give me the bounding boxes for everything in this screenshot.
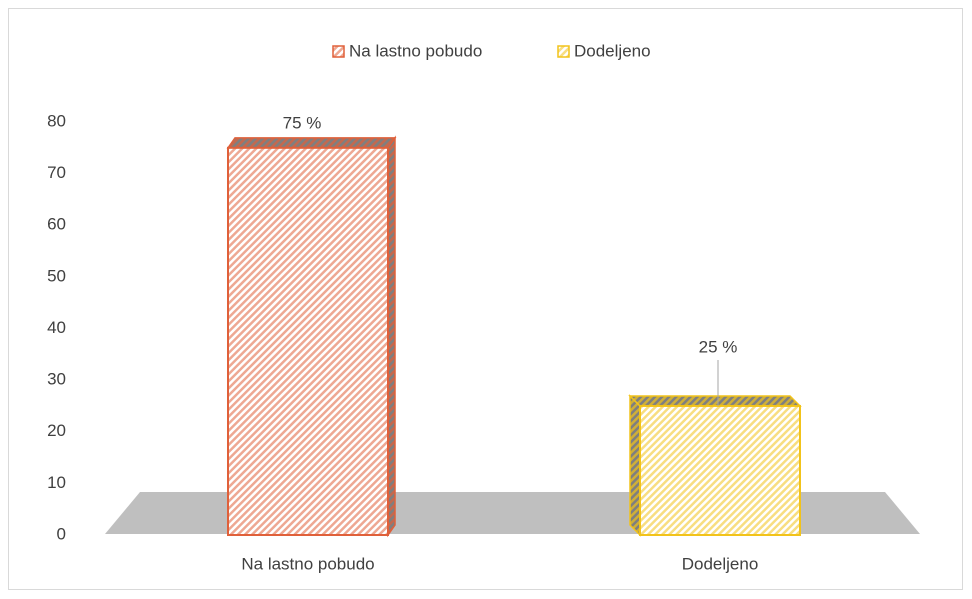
x-tick-label: Dodeljeno — [682, 554, 759, 573]
y-tick-label: 70 — [47, 163, 66, 182]
bar — [227, 146, 389, 536]
legend-label: Dodeljeno — [574, 41, 651, 60]
y-tick-label: 30 — [47, 370, 66, 389]
legend-swatch — [557, 45, 570, 58]
y-tick-label: 60 — [47, 215, 66, 234]
legend-swatch — [332, 45, 345, 58]
y-tick-label: 80 — [47, 111, 66, 130]
y-tick-label: 20 — [47, 421, 66, 440]
bar-side — [387, 135, 396, 538]
legend-label: Na lastno pobudo — [349, 41, 482, 60]
y-tick-label: 0 — [57, 524, 66, 543]
y-tick-label: 10 — [47, 473, 66, 492]
data-label: 75 % — [283, 113, 322, 132]
y-tick-label: 40 — [47, 318, 66, 337]
data-label: 25 % — [699, 337, 738, 356]
x-tick-label: Na lastno pobudo — [241, 554, 374, 573]
bar-side — [629, 394, 641, 537]
bar-top — [628, 395, 802, 407]
bar — [639, 404, 801, 536]
bar-top — [226, 137, 397, 149]
y-tick-label: 50 — [47, 266, 66, 285]
